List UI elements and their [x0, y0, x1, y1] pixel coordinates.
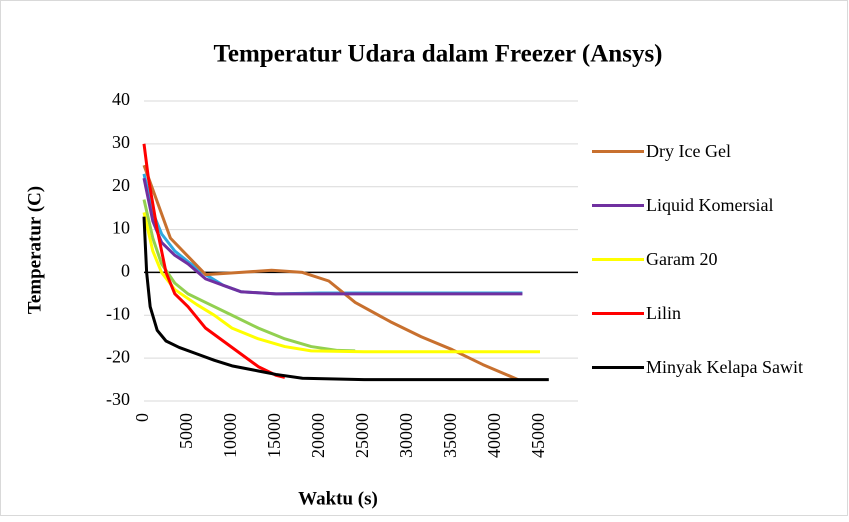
- x-tick-label: 0: [132, 413, 152, 422]
- legend-item: Minyak Kelapa Sawit: [592, 356, 842, 410]
- y-tick-label: -30: [106, 389, 130, 409]
- x-tick-label: 15000: [264, 413, 284, 458]
- legend-label: Minyak Kelapa Sawit: [646, 357, 803, 377]
- x-tick-label: 5000: [176, 413, 196, 449]
- series-line: [142, 164, 519, 381]
- y-tick-label: -20: [106, 346, 130, 366]
- legend-label: Garam 20: [646, 249, 718, 269]
- legend: Dry Ice Gel Liquid Komersial Garam 20 Lilin…: [592, 140, 842, 410]
- legend-label: Liquid Komersial: [646, 195, 774, 215]
- x-tick-label: 25000: [352, 413, 372, 458]
- legend-label: Lilin: [646, 303, 681, 323]
- legend-label: Dry Ice Gel: [646, 141, 731, 161]
- y-tick-label: 0: [121, 261, 130, 281]
- legend-item: Lilin: [592, 302, 842, 356]
- series-line: [142, 212, 540, 354]
- x-tick-label: 40000: [484, 413, 504, 458]
- y-axis-label: Temperatur (C): [24, 186, 45, 314]
- legend-item: Garam 20: [592, 248, 842, 302]
- legend-swatch: [592, 258, 644, 261]
- y-tick-label: 30: [112, 132, 130, 152]
- legend-item: Dry Ice Gel: [592, 140, 842, 194]
- x-tick-label: 45000: [528, 413, 548, 458]
- legend-swatch: [592, 204, 644, 207]
- chart-title: Temperatur Udara dalam Freezer (Ansys): [213, 41, 662, 68]
- x-tick-label: 20000: [308, 413, 328, 458]
- series-line: [142, 216, 549, 382]
- x-tick-label: 35000: [440, 413, 460, 458]
- legend-swatch: [592, 150, 644, 153]
- y-tick-label: 10: [112, 218, 130, 238]
- y-tick-label: -10: [106, 303, 130, 323]
- series-line: [142, 143, 286, 379]
- y-tick-label: 40: [112, 89, 130, 109]
- legend-swatch: [592, 366, 644, 369]
- x-tick-label: 10000: [220, 413, 240, 458]
- x-axis-label: Waktu (s): [298, 488, 378, 509]
- legend-item: Liquid Komersial: [592, 194, 842, 248]
- x-tick-label: 30000: [396, 413, 416, 458]
- y-tick-label: 20: [112, 175, 130, 195]
- legend-swatch: [592, 312, 644, 315]
- series-line: [142, 199, 356, 353]
